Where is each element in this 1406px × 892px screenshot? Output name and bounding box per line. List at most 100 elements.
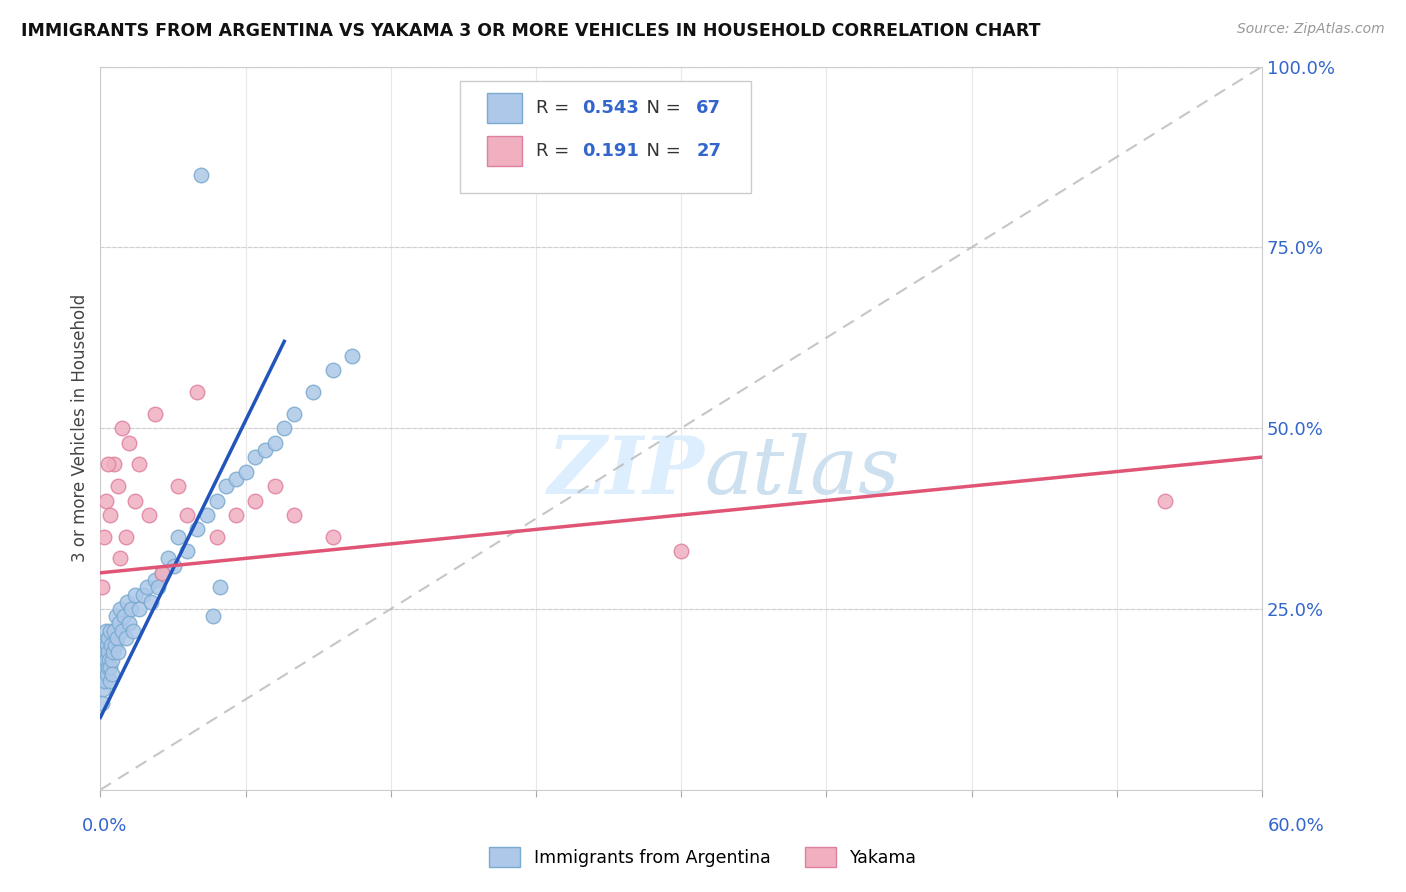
Point — [114, 631, 136, 645]
Point — [96, 667, 118, 681]
Point — [114, 530, 136, 544]
Point — [97, 645, 120, 659]
Point — [148, 580, 170, 594]
Point — [253, 442, 276, 457]
Point — [93, 660, 115, 674]
Text: IMMIGRANTS FROM ARGENTINA VS YAKAMA 3 OR MORE VEHICLES IN HOUSEHOLD CORRELATION : IMMIGRANTS FROM ARGENTINA VS YAKAMA 3 OR… — [21, 22, 1040, 40]
Point — [112, 609, 135, 624]
Point — [124, 588, 146, 602]
Point — [122, 624, 145, 638]
Point — [98, 652, 121, 666]
Point — [107, 616, 129, 631]
Point — [143, 573, 166, 587]
Point — [150, 566, 173, 580]
Point — [94, 624, 117, 638]
Point — [669, 544, 692, 558]
Point — [94, 674, 117, 689]
Point — [283, 407, 305, 421]
Point — [143, 407, 166, 421]
Point — [90, 696, 112, 710]
Text: 0.191: 0.191 — [582, 142, 640, 161]
Point — [103, 624, 125, 638]
Point — [201, 609, 224, 624]
Point — [104, 638, 127, 652]
Point — [97, 631, 120, 645]
Point — [139, 595, 162, 609]
Point — [209, 580, 232, 594]
Point — [117, 595, 139, 609]
Text: atlas: atlas — [704, 433, 900, 510]
Point — [90, 674, 112, 689]
Point — [97, 458, 120, 472]
Text: ZIP: ZIP — [547, 433, 704, 510]
Point — [128, 458, 150, 472]
Point — [176, 544, 198, 558]
Point — [190, 168, 212, 182]
Point — [163, 558, 186, 573]
Point — [101, 667, 124, 681]
Point — [150, 566, 173, 580]
Point — [235, 465, 257, 479]
Point — [124, 493, 146, 508]
Text: 0.0%: 0.0% — [82, 817, 127, 835]
FancyBboxPatch shape — [486, 93, 522, 123]
Point — [322, 363, 344, 377]
Point — [96, 638, 118, 652]
Point — [100, 652, 122, 666]
Point — [245, 450, 267, 464]
Point — [91, 667, 114, 681]
Text: N =: N = — [634, 142, 686, 161]
Point — [91, 580, 114, 594]
Point — [135, 580, 157, 594]
Point — [93, 638, 115, 652]
Legend: Immigrants from Argentina, Yakama: Immigrants from Argentina, Yakama — [482, 840, 924, 874]
Text: R =: R = — [536, 142, 581, 161]
Point — [105, 631, 128, 645]
FancyBboxPatch shape — [460, 81, 751, 194]
Point — [101, 645, 124, 659]
Text: 60.0%: 60.0% — [1268, 817, 1324, 835]
Point — [111, 624, 134, 638]
Point — [166, 530, 188, 544]
Point — [215, 479, 238, 493]
Point — [340, 349, 363, 363]
Point — [93, 530, 115, 544]
Point — [103, 458, 125, 472]
FancyBboxPatch shape — [486, 136, 522, 167]
Point — [186, 523, 208, 537]
Point — [108, 602, 131, 616]
Point — [93, 645, 115, 659]
Point — [120, 602, 142, 616]
Point — [245, 493, 267, 508]
Point — [100, 660, 122, 674]
Point — [195, 508, 218, 522]
Text: Source: ZipAtlas.com: Source: ZipAtlas.com — [1237, 22, 1385, 37]
Point — [97, 660, 120, 674]
Point — [205, 530, 228, 544]
Text: R =: R = — [536, 99, 575, 117]
Point — [322, 530, 344, 544]
Point — [205, 493, 228, 508]
Point — [225, 472, 247, 486]
Point — [91, 681, 114, 696]
Point — [166, 479, 188, 493]
Point — [118, 435, 141, 450]
Point — [283, 508, 305, 522]
Point — [91, 652, 114, 666]
Text: N =: N = — [634, 99, 686, 117]
Point — [263, 479, 285, 493]
Point — [118, 616, 141, 631]
Point — [302, 384, 325, 399]
Point — [1154, 493, 1177, 508]
Point — [98, 624, 121, 638]
Text: 27: 27 — [696, 142, 721, 161]
Point — [98, 508, 121, 522]
Text: 67: 67 — [696, 99, 721, 117]
Point — [107, 645, 129, 659]
Y-axis label: 3 or more Vehicles in Household: 3 or more Vehicles in Household — [72, 294, 89, 562]
Point — [273, 421, 295, 435]
Point — [225, 508, 247, 522]
Point — [107, 479, 129, 493]
Point — [157, 551, 180, 566]
Point — [186, 384, 208, 399]
